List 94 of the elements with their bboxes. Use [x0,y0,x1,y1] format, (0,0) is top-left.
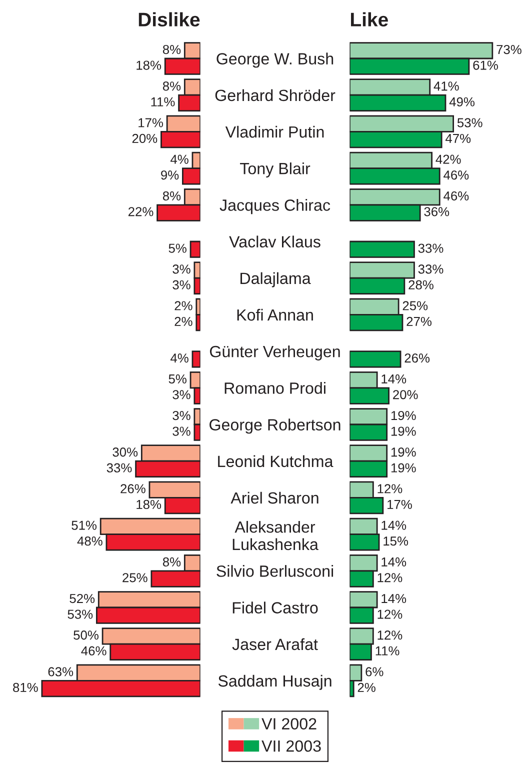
data-label: 5% [168,244,186,253]
data-label: 20% [132,134,158,144]
data-label: 19% [391,448,416,457]
data-label: 33% [106,463,132,472]
chart-title: Like [351,12,388,27]
data-label: 30% [112,448,138,457]
bar [350,350,402,368]
data-label: 8% [162,44,181,54]
y-tick-label: Fidel Castro [232,602,318,614]
data-label: 26% [120,484,146,494]
data-label: 12% [378,610,402,619]
bar [190,240,200,258]
data-label: 47% [445,134,471,143]
legend-label: VII 2003 [262,740,321,752]
data-label: 33% [418,264,444,274]
data-label: 5% [168,374,186,384]
y-tick-label: Kofi Annan [237,308,313,321]
y-tick-label: Ariel Sharon [230,492,318,504]
data-label: 17% [138,118,163,128]
y-tick-label: Tony Blair [240,162,310,178]
y-tick-label: George W. Bush [216,52,334,68]
data-label: 14% [382,557,406,566]
data-label: 19% [391,410,416,420]
data-label: 28% [408,280,434,290]
y-tick-label: Gerhard Shröder [215,89,336,102]
data-label: 12% [378,484,402,494]
data-label: 19% [391,426,416,436]
data-label: 8% [162,557,181,566]
y-tick-label: Jacques Chirac [220,199,330,214]
data-label: 53% [457,118,482,128]
data-label: 46% [81,646,106,656]
data-label: 15% [384,536,408,546]
data-label: 63% [48,667,74,676]
data-label: 12% [378,630,402,640]
data-label: 3% [172,264,190,274]
y-tick-label: Vaclav Klaus [229,236,320,248]
bar [350,240,415,258]
data-label: 17% [388,500,412,509]
y-tick-label: Vladimir Putin [225,126,324,138]
data-label: 14% [382,594,406,604]
data-label: 3% [172,390,190,400]
data-label: 53% [68,610,93,619]
data-label: 11% [151,97,175,106]
y-tick-label: George Robertson [210,418,340,434]
data-label: 9% [161,170,179,180]
data-label: 14% [382,520,406,530]
data-label: 3% [172,280,190,290]
data-label: 12% [378,573,402,582]
data-label: 8% [162,191,181,200]
data-label: 3% [172,410,190,420]
data-label: 49% [449,97,474,106]
data-label: 2% [174,301,192,310]
data-label: 3% [172,426,190,436]
data-label: 46% [444,191,469,200]
legend-label: VI 2002 [262,718,316,730]
data-label: 25% [122,573,148,582]
data-label: 36% [424,207,450,216]
data-label: 19% [391,463,416,472]
data-label: 33% [418,244,444,253]
data-label: 20% [393,390,418,400]
y-tick-label: Leonid Kutchma [218,455,334,468]
data-label: 41% [434,82,459,91]
data-label: 18% [136,500,162,510]
bar [192,350,200,368]
y-tick-label: Günter Verheugen [210,345,340,360]
y-tick-label: Romano Prodi [224,382,326,394]
data-label: 22% [128,207,154,216]
data-label: 2% [358,682,376,692]
data-label: 73% [496,44,522,54]
data-label: 4% [170,354,188,363]
y-tick-label: Jaser Arafat [232,638,318,650]
data-label: 46% [444,170,469,180]
data-label: 14% [382,374,406,384]
data-label: 52% [70,594,95,604]
data-label: 26% [404,353,430,363]
data-label: 51% [72,520,97,530]
data-label: 81% [13,682,38,692]
chart-title: Dislike [138,12,200,27]
data-label: 42% [436,154,461,164]
data-label: 2% [174,316,192,326]
data-label: 11% [376,646,400,656]
data-label: 4% [170,154,188,164]
data-label: 18% [136,60,162,70]
y-tick-label: Silvio Berlusconi [216,565,334,577]
data-label: 8% [162,82,181,91]
y-tick-label: Aleksander Lukashenka [232,520,318,550]
data-label: 48% [77,536,102,546]
y-tick-label: Saddam Husajn [218,674,332,690]
data-label: 27% [406,316,432,326]
data-label: 61% [473,60,498,70]
y-tick-label: Dalajlama [240,272,311,288]
data-label: 25% [402,301,428,310]
data-label: 50% [74,630,98,640]
data-label: 6% [366,667,384,676]
